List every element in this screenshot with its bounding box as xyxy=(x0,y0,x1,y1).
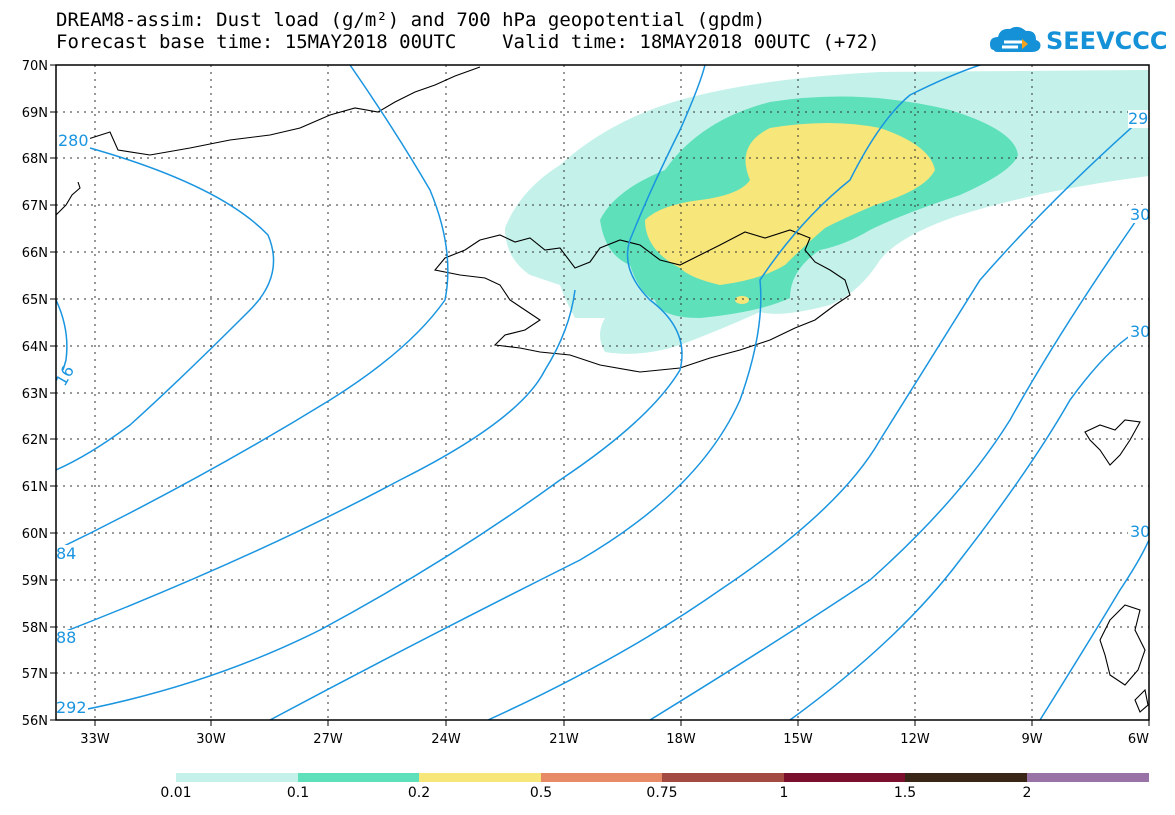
lon-label: 15W xyxy=(783,732,813,747)
colorbar-label: 0.5 xyxy=(529,785,553,801)
contour-284 xyxy=(56,65,449,551)
colorbar-label: 0.2 xyxy=(407,785,431,801)
axis-ticks xyxy=(50,64,1150,726)
lon-label: 9W xyxy=(1021,732,1042,747)
lon-label: 6W xyxy=(1128,732,1149,747)
contour-296 xyxy=(269,65,981,720)
lat-label: 56N xyxy=(22,714,48,729)
lat-label: 60N xyxy=(22,527,48,542)
contour-280 xyxy=(56,147,275,471)
lon-label: 27W xyxy=(313,732,343,747)
contour-292 xyxy=(56,65,706,716)
contour-label: 292 xyxy=(56,698,87,717)
contour-labels: 280 16 84 88 292 29 30 30 30 xyxy=(51,109,1150,717)
latitude-labels: 70N 69N 68N 67N 66N 65N 64N 63N 62N 61N … xyxy=(22,59,48,729)
contour-label: 280 xyxy=(58,131,89,150)
contour-label: 30 xyxy=(1130,205,1150,224)
contour-288 xyxy=(56,289,576,636)
colorbar-label: 2 xyxy=(1022,785,1032,801)
lat-label: 62N xyxy=(22,433,48,448)
colorbar-label: 1 xyxy=(779,785,789,801)
lat-label: 66N xyxy=(22,246,48,261)
contour-label: 29 xyxy=(1128,109,1148,128)
contour-label: 30 xyxy=(1130,322,1150,341)
cloud-icon xyxy=(990,26,1041,52)
logo-text: SEEVCCC xyxy=(1046,27,1168,55)
lat-label: 70N xyxy=(22,59,48,74)
colorbar-segment-4 xyxy=(662,773,784,782)
lon-label: 21W xyxy=(549,732,579,747)
colorbar-segment-7 xyxy=(1027,773,1149,782)
colorbar-label: 0.75 xyxy=(646,785,678,801)
title-line-1: DREAM8-assim: Dust load (g/m²) and 700 h… xyxy=(56,9,766,31)
colorbar-label: 0.1 xyxy=(286,785,310,801)
lat-label: 58N xyxy=(22,621,48,636)
lon-label: 24W xyxy=(431,732,461,747)
coastline xyxy=(56,66,1149,713)
graticule xyxy=(56,65,1149,720)
contour-302 xyxy=(649,214,1141,720)
lon-label: 18W xyxy=(666,732,696,747)
contour-label: 88 xyxy=(56,628,76,647)
dust-level-0.2-patch xyxy=(735,296,749,304)
lon-label: 12W xyxy=(900,732,930,747)
lat-label: 61N xyxy=(22,480,48,495)
lat-label: 57N xyxy=(22,667,48,682)
title-line-2: Forecast base time: 15MAY2018 00UTC Vali… xyxy=(56,31,880,53)
lat-label: 63N xyxy=(22,387,48,402)
lon-label: 33W xyxy=(80,732,110,747)
lat-label: 69N xyxy=(22,106,48,121)
colorbar-segment-0 xyxy=(176,773,298,782)
contour-300 xyxy=(487,119,1141,720)
dust-level-0.2 xyxy=(645,123,935,285)
colorbar-segment-2 xyxy=(419,773,541,782)
colorbar-segment-1 xyxy=(298,773,419,782)
contour-304 xyxy=(789,329,1141,720)
lat-label: 68N xyxy=(22,152,48,167)
colorbar-label: 0.01 xyxy=(160,785,192,801)
colorbar-segment-3 xyxy=(541,773,662,782)
lat-label: 59N xyxy=(22,574,48,589)
colorbar-label: 1.5 xyxy=(893,785,917,801)
contour-label: 84 xyxy=(56,544,76,563)
lon-label: 30W xyxy=(196,732,226,747)
lat-label: 67N xyxy=(22,199,48,214)
colorbar-segment-5 xyxy=(784,773,905,782)
contour-306 xyxy=(1039,539,1149,720)
lat-label: 65N xyxy=(22,293,48,308)
longitude-labels: 33W 30W 27W 24W 21W 18W 15W 12W 9W 6W xyxy=(80,732,1149,747)
lat-label: 64N xyxy=(22,340,48,355)
colorbar-segment-6 xyxy=(905,773,1027,782)
geopotential-contours xyxy=(56,65,1149,720)
contour-label: 30 xyxy=(1130,522,1150,541)
